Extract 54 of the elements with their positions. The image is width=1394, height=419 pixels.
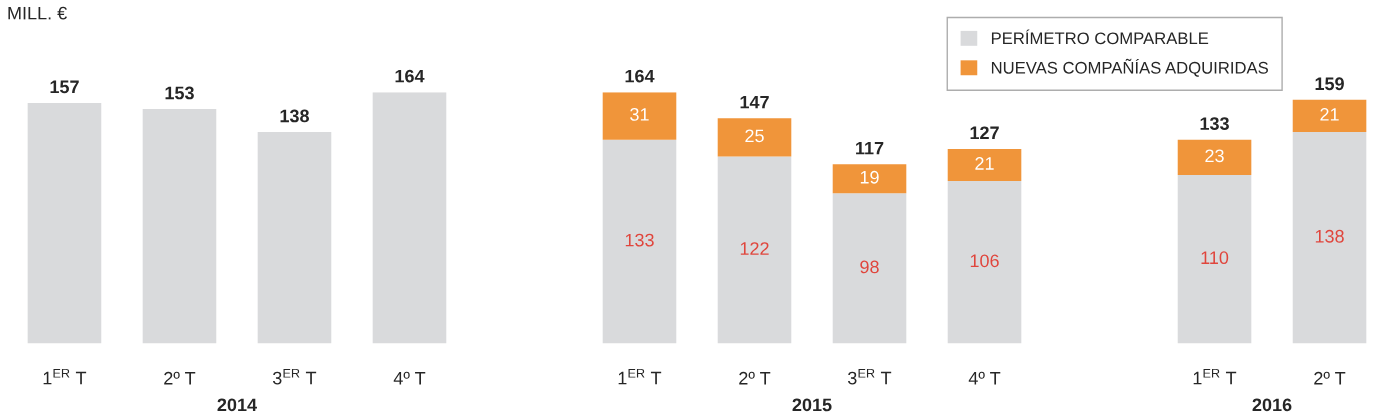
bar (1292, 132, 1367, 344)
bar (257, 132, 332, 344)
total-label: 164 (395, 69, 425, 83)
x-tick-label: 3$^{ER}$ T (847, 368, 892, 385)
bar (372, 92, 447, 344)
data-label: 23 (1205, 149, 1224, 163)
bar (947, 148, 1022, 182)
bar (832, 193, 907, 344)
x-tick-label: 1$^{ER}$ T (1193, 368, 1237, 385)
data-label: 21 (1320, 108, 1339, 121)
data-label: 31 (630, 108, 649, 121)
bar (947, 181, 1022, 344)
total-label: 153 (165, 86, 194, 100)
bar (717, 156, 792, 344)
data-label: 98 (860, 260, 879, 274)
legend-label: NUEVAS COMPAÑÍAS ADQUIRIDAS (991, 58, 1268, 77)
y-axis-title: MILL. € (8, 6, 67, 20)
bar (142, 109, 217, 344)
total-label: 127 (970, 126, 999, 140)
x-tick-label: 2º T (164, 371, 196, 385)
total-label: 147 (740, 95, 769, 109)
total-label: 157 (50, 80, 79, 94)
bar (602, 139, 677, 344)
x-tick-label: 2º T (1314, 371, 1346, 385)
total-label: 133 (1200, 117, 1229, 131)
legend-label: PERÍMETRO COMPARABLE (991, 29, 1209, 45)
data-label: 110 (1201, 251, 1229, 265)
bar (1177, 174, 1252, 344)
x-tick-label: 1$^{ER}$ T (618, 368, 662, 385)
data-label: 106 (970, 254, 999, 268)
data-label: 138 (1315, 229, 1344, 243)
total-label: 117 (856, 141, 884, 155)
text: 2015 (792, 398, 832, 412)
x-tick-label: 4º T (968, 371, 1001, 385)
text: 2016 (1252, 398, 1292, 412)
text: 2014 (217, 398, 257, 412)
bar (27, 102, 102, 344)
total-label: 159 (1315, 77, 1344, 91)
total-label: 138 (280, 109, 309, 123)
x-tick-label: 4º T (393, 371, 426, 385)
bar (717, 118, 792, 157)
data-label: 122 (740, 242, 769, 255)
data-label: 25 (745, 129, 764, 143)
x-tick-label: 3$^{ER}$ T (272, 368, 317, 385)
x-tick-label: 1$^{ER}$ T (43, 368, 87, 385)
data-label: 133 (625, 233, 654, 247)
data-label: 19 (860, 170, 879, 184)
bar (832, 164, 907, 194)
data-label: 21 (975, 157, 994, 170)
bar (1292, 99, 1367, 133)
bar (1177, 139, 1252, 175)
bar (602, 92, 677, 140)
total-label: 164 (625, 69, 655, 83)
x-tick-label: 2º T (739, 371, 771, 385)
